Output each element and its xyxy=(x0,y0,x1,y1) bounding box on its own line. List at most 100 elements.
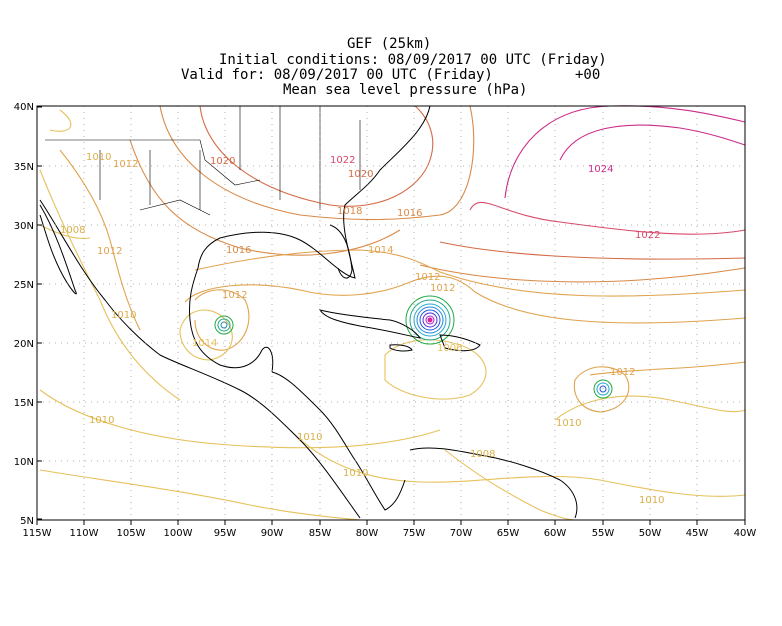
isobar-1010-b xyxy=(39,389,441,449)
coast-baja xyxy=(39,204,77,295)
isobar-1014 xyxy=(194,249,746,297)
lat-label: 15N xyxy=(14,398,34,409)
isobars xyxy=(39,105,746,521)
isobar-1012-gulf xyxy=(194,289,250,351)
isobar-1024-inner xyxy=(559,124,746,161)
contour-label: 1018 xyxy=(337,206,362,217)
lon-label: 115W xyxy=(23,528,52,539)
ticks xyxy=(36,106,746,525)
low-gulf xyxy=(214,315,234,335)
isobar-1008-d xyxy=(39,224,91,239)
coast-jamaica xyxy=(389,344,413,352)
lat-label: 35N xyxy=(14,162,34,173)
contour-label: 1006 xyxy=(437,343,462,354)
contour-label: 1014 xyxy=(368,245,393,256)
coast-central-america xyxy=(271,371,406,511)
lon-label: 100W xyxy=(164,528,193,539)
coast-florida xyxy=(329,224,353,279)
isobar-1010-gulf xyxy=(179,309,233,361)
isobar-1016-b xyxy=(419,264,746,283)
contour-label: 1014 xyxy=(192,338,217,349)
lat-label: 25N xyxy=(14,280,34,291)
lon-label: 45W xyxy=(686,528,709,539)
coast-hispaniola xyxy=(439,334,481,352)
coast-mexico-gulf xyxy=(189,267,274,373)
contour-label: 1010 xyxy=(556,418,581,429)
contour-label: 1012 xyxy=(415,272,440,283)
lat-label: 10N xyxy=(14,457,34,468)
lat-label: 30N xyxy=(14,221,34,232)
isobar-1008-a xyxy=(39,469,361,521)
contour-label: 1012 xyxy=(610,367,635,378)
title-model: GEF (25km) xyxy=(347,36,432,52)
lon-label: 50W xyxy=(639,528,662,539)
contour-label: 1012 xyxy=(222,290,247,301)
lon-label: 55W xyxy=(592,528,615,539)
isobar-1016-a xyxy=(129,139,401,256)
longitude-labels: 115W 110W 105W 100W 95W 90W 85W 80W 75W … xyxy=(23,528,757,539)
lon-label: 65W xyxy=(497,528,520,539)
contour-label: 1016 xyxy=(226,245,251,256)
lat-label: 5N xyxy=(20,516,34,527)
lat-label: 20N xyxy=(14,339,34,350)
isobar-1020-east xyxy=(439,241,746,260)
coast-us-east xyxy=(197,105,431,279)
contour-label: 1012 xyxy=(97,246,122,257)
isobar-1012-c xyxy=(589,361,746,376)
isobar-1024 xyxy=(504,105,746,199)
lon-label: 110W xyxy=(70,528,99,539)
isobar-1010-c xyxy=(554,395,746,421)
contour-labels: 1010 1012 1020 1022 1020 1024 1008 1012 … xyxy=(60,152,664,506)
isobar-1010-d xyxy=(289,429,746,497)
title-initial-conditions: Initial conditions: 08/09/2017 00 UTC (F… xyxy=(219,52,607,68)
latitude-labels: 40N 35N 30N 25N 20N 15N 10N 5N xyxy=(14,102,34,527)
contour-label: 1022 xyxy=(635,230,660,241)
contour-label: 1020 xyxy=(210,156,235,167)
coast-mexico-pacific xyxy=(39,199,361,519)
contour-label: 1024 xyxy=(588,164,613,175)
contour-label: 1012 xyxy=(113,159,138,170)
isobar-1018 xyxy=(159,105,475,221)
isobar-1010-a xyxy=(39,169,181,401)
contour-label: 1010 xyxy=(111,310,136,321)
lon-label: 75W xyxy=(403,528,426,539)
coastlines xyxy=(39,105,578,519)
title-valid-for: Valid for: 08/09/2017 00 UTC (Friday) xyxy=(181,67,493,83)
contour-label: 1008 xyxy=(470,449,495,460)
isobar-1008-c xyxy=(49,109,72,132)
contour-label: 1010 xyxy=(89,415,114,426)
title-field: Mean sea level pressure (hPa) xyxy=(283,82,528,98)
lat-label: 40N xyxy=(14,102,34,113)
contour-label: 1016 xyxy=(397,208,422,219)
contour-label: 1020 xyxy=(348,169,373,180)
contour-label: 1010 xyxy=(86,152,111,163)
contour-label: 1012 xyxy=(430,283,455,294)
map-frame xyxy=(36,105,746,521)
graticule xyxy=(37,106,745,520)
lon-label: 60W xyxy=(544,528,567,539)
isobar-1008-b xyxy=(444,449,576,521)
isobar-1006 xyxy=(384,339,487,400)
lon-label: 80W xyxy=(356,528,379,539)
isobar-1012-b xyxy=(59,149,141,331)
contour-label: 1022 xyxy=(330,155,355,166)
borders xyxy=(45,106,361,216)
lon-label: 105W xyxy=(117,528,146,539)
lon-label: 40W xyxy=(734,528,757,539)
lon-label: 70W xyxy=(450,528,473,539)
forecast-step: +00 xyxy=(575,67,601,83)
contour-label: 1010 xyxy=(297,432,322,443)
lon-label: 85W xyxy=(309,528,332,539)
coast-south-america xyxy=(409,447,578,519)
isobar-1012-a xyxy=(184,275,746,324)
coast-cuba xyxy=(318,309,422,339)
low-hurricane xyxy=(405,295,455,345)
lon-label: 90W xyxy=(261,528,284,539)
contour-label: 1010 xyxy=(639,495,664,506)
lon-label: 95W xyxy=(214,528,237,539)
isobar-1022 xyxy=(469,201,746,235)
isobar-1012-east-low xyxy=(573,366,630,413)
contour-label: 1008 xyxy=(60,225,85,236)
isobar-1020-west xyxy=(199,105,434,207)
